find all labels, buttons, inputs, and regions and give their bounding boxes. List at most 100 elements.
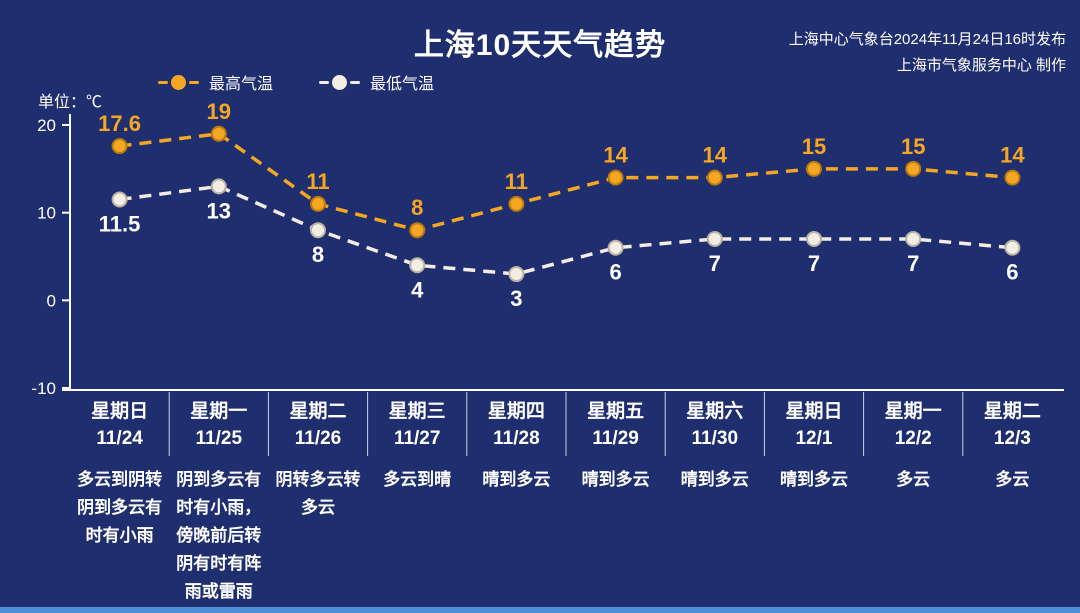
day-date: 12/1	[795, 428, 833, 449]
max-temp-label: 19	[207, 99, 231, 124]
min-temp-label: 7	[709, 251, 721, 276]
day-date: 12/3	[993, 428, 1031, 449]
max-temp-line	[119, 131, 1013, 233]
day-date: 11/28	[493, 428, 540, 449]
day-forecast-text: 多云	[995, 470, 1030, 489]
source-info: 上海中心气象台2024年11月24日16时发布 上海市气象服务中心 制作	[789, 27, 1066, 79]
day-column: 星期四 11/28 晴到多云	[467, 398, 566, 494]
min-temp-label: 7	[808, 251, 820, 276]
day-weekday: 星期六	[686, 401, 744, 422]
min-temp-line	[119, 184, 1013, 276]
day-weekday: 星期日	[785, 401, 843, 422]
legend-dash-icon	[319, 80, 330, 84]
max-temp-point	[310, 195, 326, 212]
min-temp-point	[905, 230, 922, 247]
max-temp-point	[607, 169, 624, 186]
max-temp-point	[905, 160, 922, 177]
y-tick-label: -10	[31, 379, 56, 398]
min-temp-marker-icon	[319, 74, 361, 90]
max-temp-label: 15	[802, 134, 826, 159]
legend-item-min-temp: 最低气温	[319, 70, 434, 94]
day-forecast-text: 阴转多云转多云	[275, 470, 361, 517]
day-date: 12/2	[894, 428, 932, 449]
max-temp-marker-icon	[158, 74, 199, 90]
min-temp-label: 4	[411, 277, 424, 302]
page-title: 上海10天天气趋势	[413, 29, 667, 62]
day-forecast-text: 晴到多云	[581, 470, 650, 489]
day-weekday: 星期四	[487, 401, 545, 422]
day-column: 星期一 11/25 阴到多云有时有小雨，傍晚前后转阴有时有阵雨或雷雨	[169, 398, 268, 606]
legend-label-min: 最低气温	[370, 76, 435, 93]
source-line-1: 上海中心气象台2024年11月24日16时发布	[788, 31, 1066, 48]
max-temp-label: 8	[411, 195, 423, 220]
max-temp-point	[508, 195, 525, 212]
min-temp-label: 6	[609, 260, 621, 285]
max-temp-point	[1004, 169, 1021, 186]
legend-dash-icon	[189, 80, 199, 84]
day-weekday: 星期一	[884, 401, 942, 422]
bottom-accent-strip	[0, 607, 1080, 613]
legend-dot-icon	[332, 74, 348, 90]
day-forecast-text: 晴到多云	[482, 470, 551, 489]
legend-dash-icon	[350, 80, 361, 84]
day-column: 星期五 11/29 晴到多云	[566, 398, 665, 494]
day-column: 星期一 12/2 多云	[864, 398, 963, 494]
max-temp-label: 17.6	[98, 111, 141, 136]
max-temp-point	[210, 125, 227, 142]
day-date: 11/26	[294, 428, 342, 449]
legend-dot-icon	[171, 74, 186, 90]
day-forecast-text: 晴到多云	[680, 470, 749, 489]
min-temp-label: 11.5	[99, 212, 141, 237]
day-date: 11/27	[393, 428, 441, 449]
min-temp-label: 13	[207, 198, 231, 223]
day-column: 星期二 11/26 阴转多云转多云	[268, 398, 367, 522]
max-temp-point	[706, 169, 723, 186]
legend-item-max-temp: 最高气温	[158, 70, 273, 94]
day-weekday: 星期二	[289, 401, 347, 422]
day-column: 星期日 12/1 晴到多云	[764, 398, 863, 494]
max-temp-point	[806, 160, 822, 177]
min-temp-point	[706, 230, 723, 247]
max-temp-label: 11	[306, 169, 329, 194]
max-temp-label: 14	[1000, 143, 1025, 168]
min-temp-point	[1004, 239, 1021, 256]
day-forecast-text: 多云到阴转阴到多云有时有小雨	[77, 470, 163, 545]
day-date: 11/24	[96, 428, 143, 449]
day-weekday: 星期五	[587, 401, 645, 422]
chart-legend: 最高气温 最低气温	[158, 70, 434, 94]
max-temp-point	[111, 138, 128, 155]
day-weekday: 星期三	[388, 401, 446, 422]
min-temp-label: 6	[1006, 260, 1018, 285]
day-date: 11/29	[592, 428, 639, 449]
min-temp-point	[607, 239, 624, 256]
min-temp-point	[310, 222, 326, 239]
day-forecast-text: 晴到多云	[779, 470, 848, 489]
day-weekday: 星期日	[91, 401, 149, 422]
min-temp-label: 3	[510, 286, 522, 311]
max-temp-label: 14	[603, 143, 628, 168]
day-date: 11/25	[195, 428, 243, 449]
day-column: 星期日 11/24 多云到阴转阴到多云有时有小雨	[70, 398, 169, 550]
legend-label-max: 最高气温	[209, 76, 274, 93]
legend-dash-icon	[158, 80, 168, 84]
y-tick-label: 20	[37, 116, 56, 135]
day-weekday: 星期一	[190, 401, 248, 422]
source-line-2: 上海市气象服务中心 制作	[896, 57, 1066, 74]
min-temp-label: 8	[312, 242, 324, 267]
day-weekday: 星期二	[983, 401, 1041, 422]
min-temp-label: 7	[907, 251, 919, 276]
min-temp-point	[111, 191, 128, 208]
day-forecast-text: 多云到晴	[383, 470, 452, 489]
day-column: 星期六 11/30 晴到多云	[665, 398, 764, 494]
max-temp-point	[409, 222, 426, 239]
y-tick-label: 0	[47, 291, 56, 310]
day-date: 11/30	[691, 428, 739, 449]
min-temp-point	[210, 178, 227, 195]
day-forecast-text: 多云	[896, 470, 931, 489]
min-temp-point	[508, 266, 525, 283]
day-column: 星期三 11/27 多云到晴	[368, 398, 467, 494]
y-tick-label: 10	[37, 204, 56, 223]
max-temp-label: 14	[703, 143, 728, 168]
